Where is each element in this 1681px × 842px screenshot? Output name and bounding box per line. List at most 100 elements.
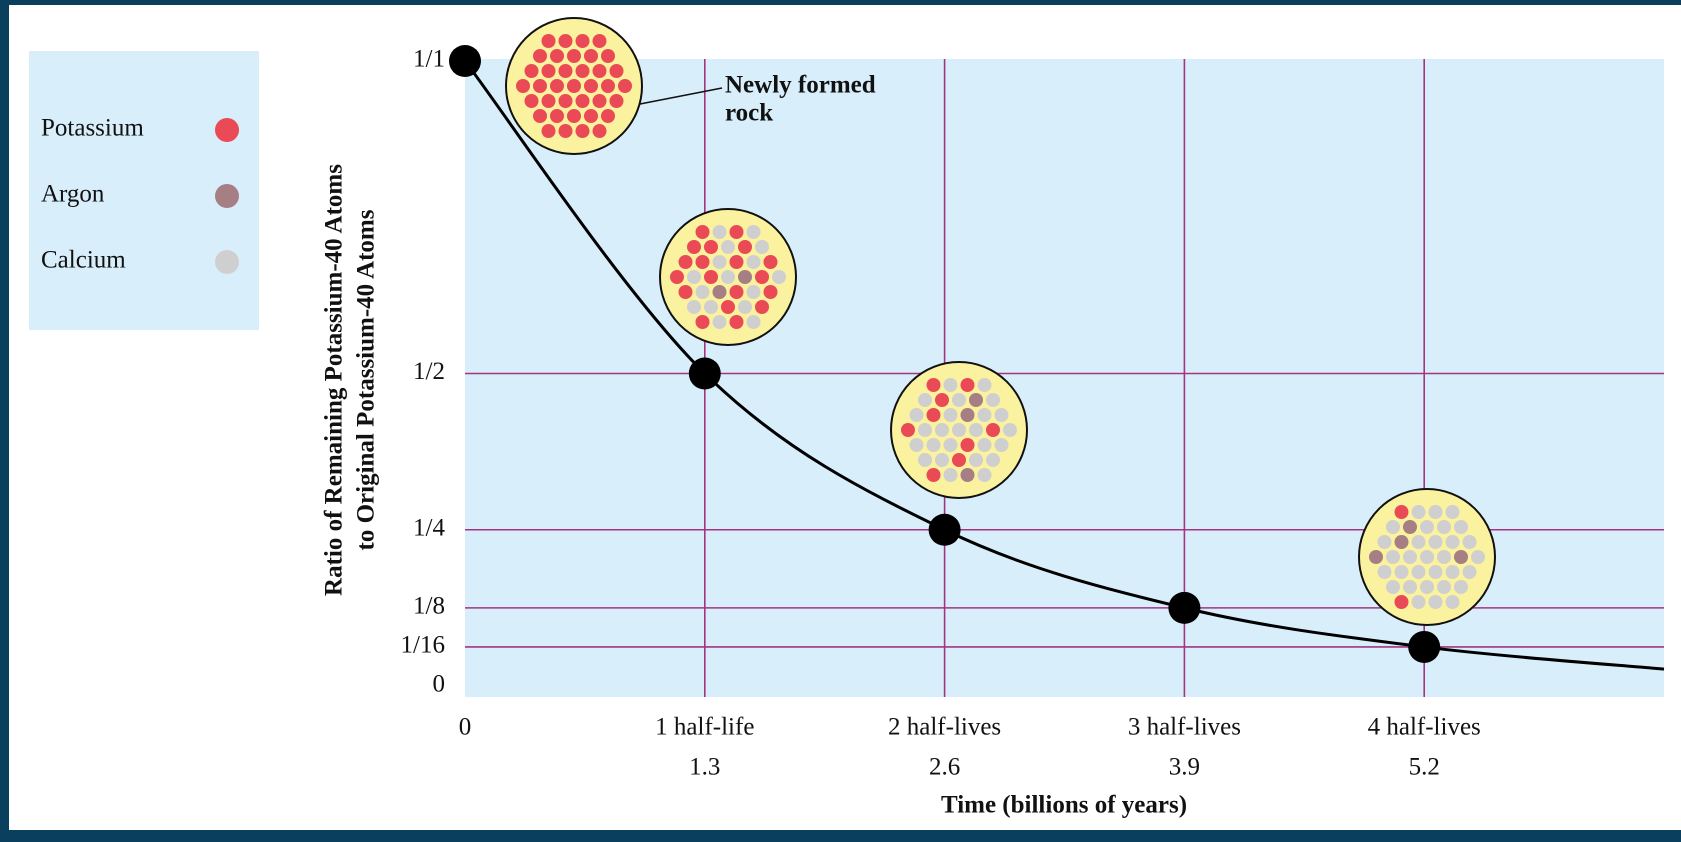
atom <box>969 393 983 407</box>
atom <box>1403 580 1417 594</box>
atom <box>525 94 539 108</box>
atom <box>533 109 547 123</box>
x-tick-label: 2.6 <box>929 754 960 781</box>
atom <box>910 438 924 452</box>
atom <box>1429 505 1443 519</box>
atom <box>961 438 975 452</box>
atom <box>730 255 744 269</box>
legend-swatch <box>215 118 239 142</box>
atom <box>755 300 769 314</box>
legend-label: Calcium <box>41 247 126 274</box>
atom <box>1395 595 1409 609</box>
atom <box>1429 535 1443 549</box>
atom <box>713 285 727 299</box>
atom <box>713 225 727 239</box>
atom <box>952 393 966 407</box>
atom <box>772 270 786 284</box>
atom <box>670 270 684 284</box>
atom <box>542 94 556 108</box>
x-tick-title: 2 half-lives <box>888 714 1001 741</box>
atom <box>978 468 992 482</box>
data-point <box>1408 631 1440 663</box>
atom <box>1463 535 1477 549</box>
y-tick-label: 1/16 <box>401 632 445 659</box>
atom <box>679 285 693 299</box>
atom <box>550 79 564 93</box>
atom <box>910 408 924 422</box>
atom <box>696 285 710 299</box>
atom <box>593 94 607 108</box>
atom <box>927 438 941 452</box>
atom <box>961 378 975 392</box>
atom <box>927 408 941 422</box>
atom <box>755 270 769 284</box>
atom <box>927 378 941 392</box>
atom <box>935 423 949 437</box>
atom <box>935 393 949 407</box>
atom <box>755 240 769 254</box>
atom <box>995 408 1009 422</box>
atom <box>721 240 735 254</box>
atom <box>1386 550 1400 564</box>
data-point <box>449 45 481 77</box>
atom <box>1395 565 1409 579</box>
atom <box>969 423 983 437</box>
atom <box>584 79 598 93</box>
atom <box>593 34 607 48</box>
atom <box>567 79 581 93</box>
y-tick-label: 1/8 <box>413 593 445 620</box>
atom <box>1429 565 1443 579</box>
y-axis-label: to Original Potassium-40 Atoms <box>353 209 380 550</box>
y-tick-label: 0 <box>433 671 446 698</box>
chart: Ratio of Remaining Potassium-40 Atoms to… <box>0 0 1681 842</box>
atom <box>576 34 590 48</box>
atom <box>687 240 701 254</box>
atom <box>1446 535 1460 549</box>
atom <box>1386 520 1400 534</box>
atom <box>618 79 632 93</box>
x-tick-title: 4 half-lives <box>1368 714 1481 741</box>
atom <box>516 79 530 93</box>
atom <box>559 64 573 78</box>
atom <box>1403 520 1417 534</box>
atom <box>1463 565 1477 579</box>
atom <box>610 94 624 108</box>
x-tick-label: 0 <box>459 714 472 741</box>
atom <box>738 240 752 254</box>
atom <box>1437 580 1451 594</box>
atom <box>1420 520 1434 534</box>
atom <box>927 468 941 482</box>
atom <box>610 64 624 78</box>
data-point <box>689 358 721 390</box>
atom <box>687 270 701 284</box>
atom <box>1471 550 1485 564</box>
atom <box>1437 550 1451 564</box>
atom <box>961 408 975 422</box>
atom <box>567 49 581 63</box>
atom <box>533 79 547 93</box>
atom <box>944 408 958 422</box>
atom <box>1003 423 1017 437</box>
atom <box>721 300 735 314</box>
atom <box>567 109 581 123</box>
atom <box>1395 505 1409 519</box>
atom <box>559 34 573 48</box>
atom <box>1446 565 1460 579</box>
atom <box>1420 550 1434 564</box>
atom <box>1412 535 1426 549</box>
atom <box>986 423 1000 437</box>
atom <box>747 255 761 269</box>
x-tick-title: 1 half-life <box>655 714 754 741</box>
data-point <box>929 514 961 546</box>
atom <box>1378 535 1392 549</box>
atom <box>696 315 710 329</box>
atom <box>738 300 752 314</box>
atom <box>713 315 727 329</box>
atom <box>721 270 735 284</box>
atom <box>730 315 744 329</box>
atom <box>704 300 718 314</box>
atom <box>542 64 556 78</box>
atom <box>1420 580 1434 594</box>
rock-sample <box>506 18 642 154</box>
atom <box>584 49 598 63</box>
